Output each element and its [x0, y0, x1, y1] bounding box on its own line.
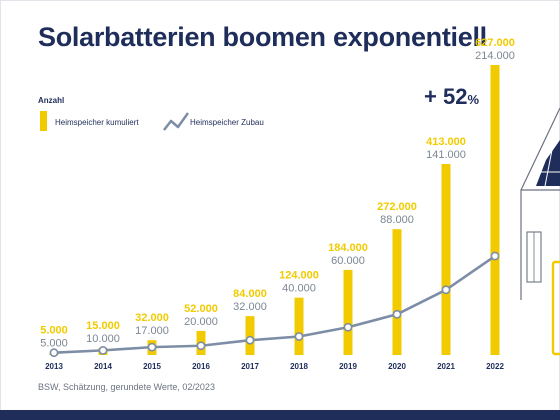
bar-value-label-2018: 124.000 [279, 270, 319, 282]
bar-2021 [441, 163, 451, 355]
zubau-point-2015 [147, 342, 157, 352]
bar-2019 [343, 269, 353, 355]
source-note: BSW, Schätzung, gerundete Werte, 02/2023 [38, 382, 215, 392]
legend-line-label: Heimspeicher Zubau [190, 118, 264, 127]
line-value-label-2021: 141.000 [426, 149, 466, 161]
zubau-point-2016 [196, 341, 206, 351]
zubau-point-2018 [294, 332, 304, 341]
zubau-point-2021 [441, 285, 451, 295]
x-tick-label-2020: 2020 [388, 362, 406, 371]
line-value-label-2015: 17.000 [135, 325, 169, 337]
line-value-label-2020: 88.000 [380, 214, 414, 226]
zubau-point-2020 [392, 309, 402, 319]
line-value-label-2016: 20.000 [184, 316, 218, 328]
line-value-label-2018: 40.000 [282, 283, 316, 295]
x-tick-label-2016: 2016 [192, 362, 210, 371]
growth-unit: % [467, 92, 479, 107]
legend-heading: Anzahl [38, 96, 65, 105]
bar-2018 [294, 297, 304, 355]
x-tick-label-2021: 2021 [437, 362, 455, 371]
bar-value-label-2022: 627.000 [475, 37, 515, 49]
line-value-label-2022: 214.000 [475, 50, 515, 62]
zubau-point-2022 [490, 251, 500, 261]
x-tick-label-2013: 2013 [45, 362, 63, 371]
x-tick-label-2017: 2017 [241, 362, 259, 371]
line-value-label-2019: 60.000 [331, 255, 365, 267]
bar-value-label-2015: 32.000 [135, 312, 169, 324]
bottom-accent-bar [0, 410, 560, 420]
zubau-point-2014 [98, 345, 108, 355]
line-value-label-2017: 32.000 [233, 301, 267, 313]
x-tick-label-2015: 2015 [143, 362, 161, 371]
zubau-point-2013 [49, 348, 59, 358]
house-illustration [520, 107, 560, 356]
legend-bar-label: Heimspeicher kumuliert [55, 118, 139, 127]
line-value-label-2014: 10.000 [86, 333, 120, 345]
legend-bar-swatch [40, 111, 47, 131]
zubau-point-2019 [343, 322, 353, 332]
legend-line-swatch [163, 112, 190, 131]
bar-2020 [392, 229, 402, 355]
x-tick-label-2019: 2019 [339, 362, 357, 371]
bar-value-label-2017: 84.000 [233, 288, 267, 300]
bar-2022 [490, 65, 500, 355]
growth-value: + 52 [424, 84, 468, 109]
bar-value-label-2013: 5.000 [40, 325, 68, 337]
bar-value-label-2020: 272.000 [377, 201, 417, 213]
x-tick-label-2014: 2014 [94, 362, 112, 371]
bar-value-label-2016: 52.000 [184, 303, 218, 315]
x-tick-label-2022: 2022 [486, 362, 504, 371]
chart-title: Solarbatterien boomen exponentiell [38, 22, 487, 52]
growth-annotation: + 52% [424, 84, 479, 110]
bar-2017 [245, 316, 255, 355]
bar-value-label-2019: 184.000 [328, 242, 368, 254]
bar-value-label-2014: 15.000 [86, 320, 120, 332]
line-value-label-2013: 5.000 [40, 338, 68, 350]
zubau-line [53, 254, 496, 354]
zubau-point-2017 [245, 335, 255, 345]
bar-value-label-2021: 413.000 [426, 136, 466, 148]
x-tick-label-2018: 2018 [290, 362, 308, 371]
